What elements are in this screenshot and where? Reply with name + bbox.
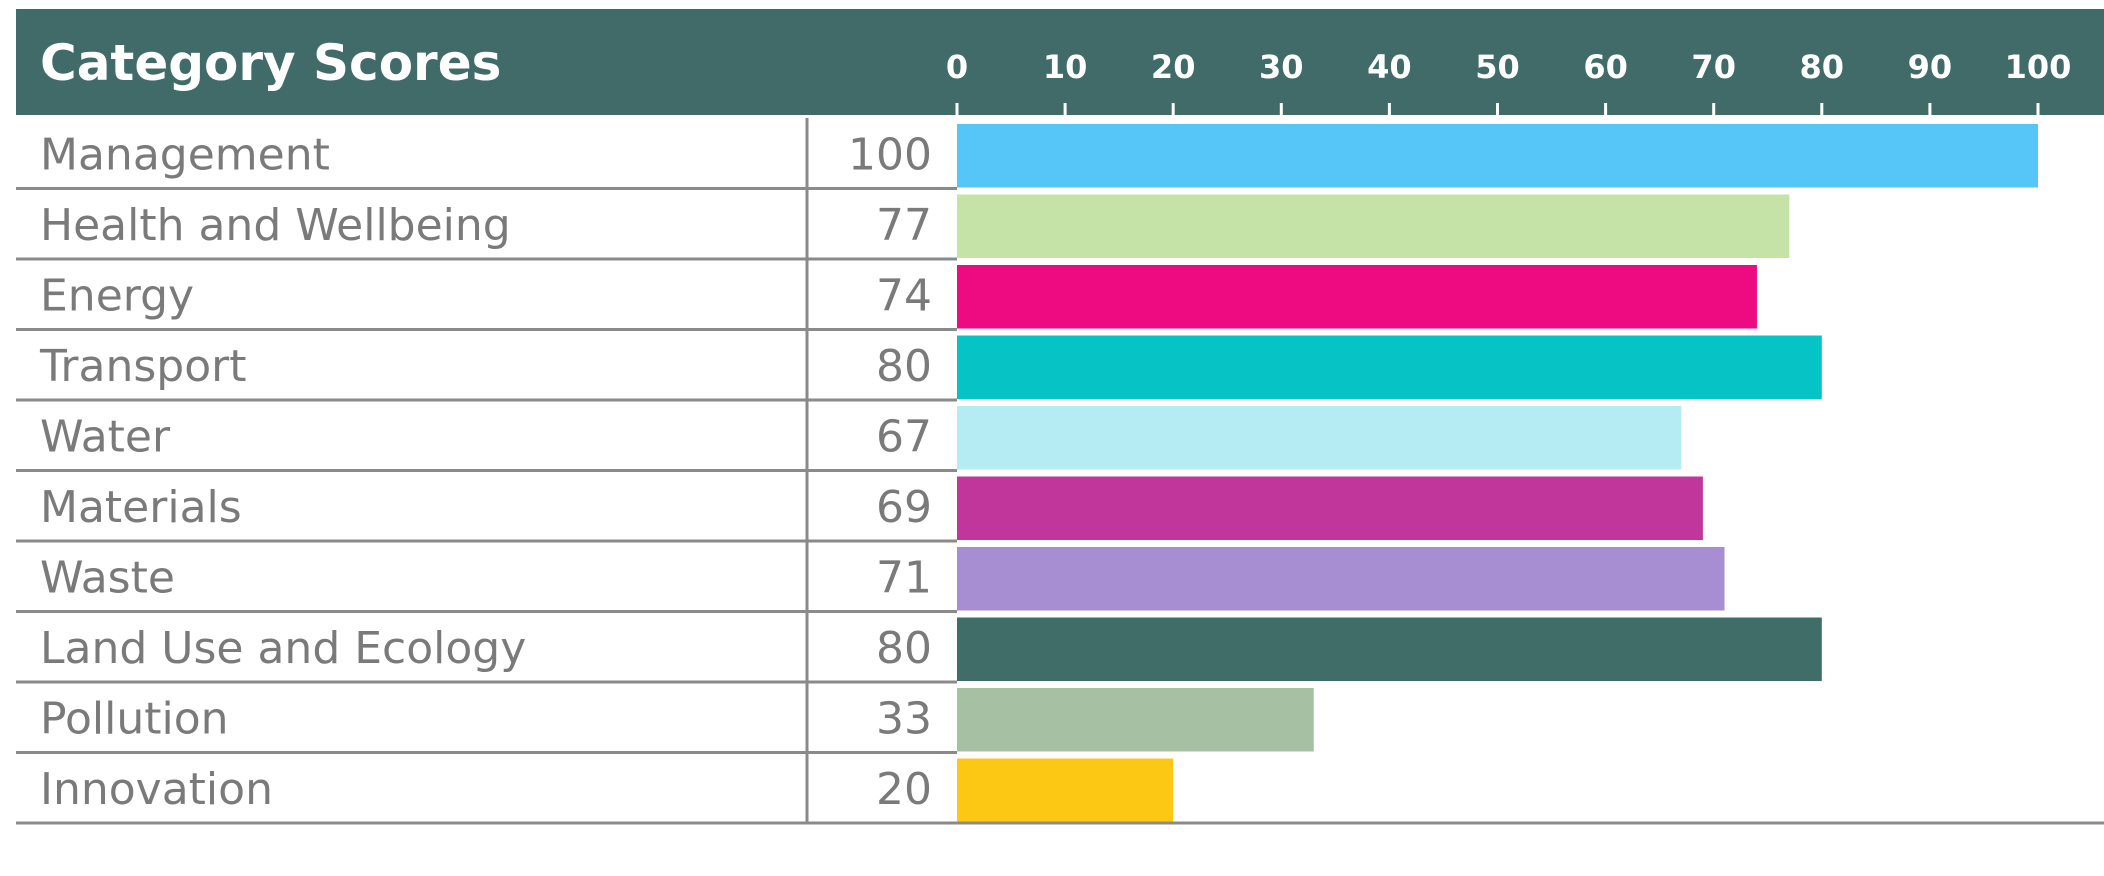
value-label: 33: [876, 693, 932, 744]
chart-rows: Management 100 Health and Wellbeing 77 Energ…: [16, 118, 2104, 825]
category-label: Water: [40, 411, 171, 462]
tick-label: 60: [1583, 48, 1628, 86]
bar: [957, 617, 1822, 681]
tick-label: 0: [946, 48, 968, 86]
bar: [957, 688, 1314, 752]
value-label: 80: [876, 341, 932, 392]
tick-label: 80: [1800, 48, 1845, 86]
value-label: 100: [848, 129, 932, 180]
tick-label: 20: [1151, 48, 1196, 86]
bar: [957, 547, 1725, 611]
value-label: 77: [876, 200, 932, 251]
bar: [957, 335, 1822, 399]
category-label: Management: [40, 129, 330, 180]
tick-label: 90: [1908, 48, 1953, 86]
bar: [957, 406, 1682, 470]
tick-label: 70: [1691, 48, 1736, 86]
category-label: Energy: [40, 270, 194, 321]
bar: [957, 476, 1703, 540]
category-label: Innovation: [40, 764, 273, 815]
header-bar: [16, 9, 2104, 115]
category-label: Land Use and Ecology: [40, 623, 526, 674]
category-label: Pollution: [40, 693, 229, 744]
bar: [957, 265, 1757, 329]
x-axis-ticks: 0 10 20 30 40 50 60 70 80 90 100: [946, 48, 2072, 115]
value-label: 71: [876, 552, 932, 603]
category-label: Health and Wellbeing: [40, 200, 511, 251]
bar: [957, 124, 2038, 188]
value-label: 67: [876, 411, 932, 462]
bar: [957, 758, 1174, 822]
value-label: 20: [876, 764, 932, 815]
category-label: Waste: [40, 552, 175, 603]
value-label: 74: [876, 270, 932, 321]
tick-label: 50: [1475, 48, 1520, 86]
bar: [957, 194, 1790, 258]
category-label: Materials: [40, 482, 242, 533]
tick-label: 10: [1043, 48, 1088, 86]
value-label: 80: [876, 623, 932, 674]
tick-label: 30: [1259, 48, 1304, 86]
category-label: Transport: [39, 341, 246, 392]
value-label: 69: [876, 482, 932, 533]
tick-label: 100: [2005, 48, 2072, 86]
tick-label: 40: [1367, 48, 1412, 86]
chart-title: Category Scores: [40, 34, 501, 92]
